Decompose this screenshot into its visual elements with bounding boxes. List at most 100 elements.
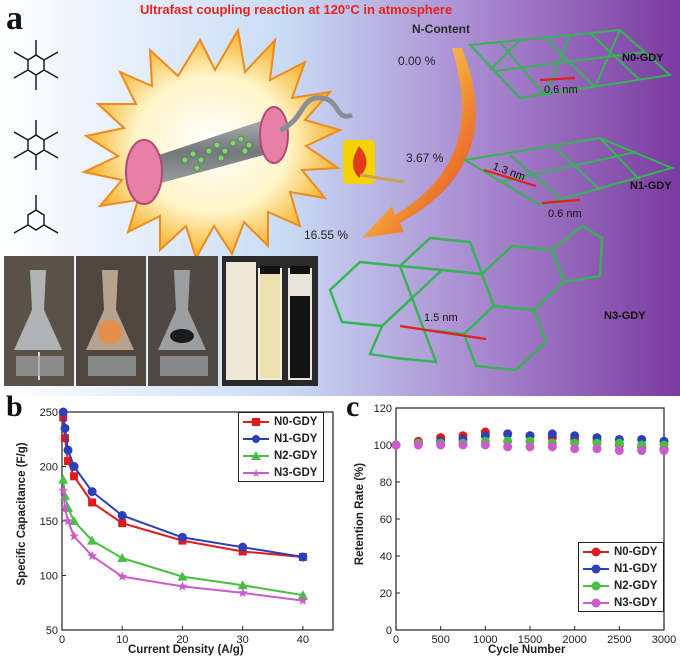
data-point (570, 431, 580, 441)
data-point (69, 516, 80, 525)
data-point (297, 590, 308, 600)
legend-swatch (243, 434, 269, 443)
data-point (659, 446, 669, 456)
data-point (87, 535, 98, 545)
data-point (614, 438, 624, 448)
x-tick-label: 0 (393, 634, 399, 646)
n-content-label: N-Content (412, 22, 470, 36)
data-point (391, 440, 401, 450)
data-point (458, 440, 468, 450)
legend-label: N2-GDY (614, 579, 658, 592)
y-tick-label: 150 (40, 516, 58, 528)
panel-letter-a: a (6, 0, 23, 37)
data-point (525, 442, 535, 452)
data-point (64, 457, 73, 466)
legend-label: N3-GDY (614, 596, 658, 609)
chart-b-legend: N0-GDY N1-GDY N2-GDY ★ N3-GDY (238, 412, 325, 482)
legend-label: N0-GDY (274, 415, 318, 428)
chart-b-xlabel: Current Density (A/g) (128, 644, 244, 656)
lattice-n3-gdy (328, 224, 604, 372)
data-point (60, 423, 70, 433)
y-tick-label: 40 (380, 551, 392, 563)
data-point (177, 581, 188, 591)
dimension-arrows (399, 76, 581, 341)
y-tick-label: 20 (380, 588, 392, 600)
legend-item-n1-gdy: N1-GDY (579, 560, 663, 577)
data-point (60, 502, 70, 513)
legend-swatch (243, 417, 269, 426)
legend-label: N1-GDY (614, 562, 658, 575)
chart-b-plot: 0 10 20 30 40 50 100 150 200 250 (40, 407, 334, 646)
monomer-structures (13, 40, 59, 234)
lattice-n1-gdy (462, 136, 676, 207)
lattice-n0-gdy (467, 28, 673, 100)
structure-label-n3: N3-GDY (604, 310, 646, 322)
data-point (436, 440, 446, 450)
data-point (592, 444, 602, 454)
legend-item-n3-gdy: N3-GDY (579, 594, 663, 611)
svg-text:★: ★ (251, 468, 261, 478)
data-point (61, 434, 70, 443)
data-point (238, 542, 248, 552)
x-tick-label: 500 (431, 634, 449, 646)
tube-molecules (181, 135, 253, 172)
legend-item-n1-gdy: N1-GDY (239, 430, 323, 447)
schematic-illustration (0, 0, 680, 396)
headline: Ultrafast coupling reaction at 120°C in … (140, 2, 453, 17)
y-tick-label: 100 (374, 440, 392, 452)
n-content-arrow (362, 48, 476, 238)
x-tick-label: 3000 (652, 634, 676, 646)
n-level-1: 3.67 % (406, 151, 444, 165)
x-tick-label: 1000 (473, 634, 497, 646)
y-tick-label: 120 (374, 403, 392, 415)
data-point (87, 487, 97, 497)
legend-label: N2-GDY (274, 449, 318, 462)
data-point (58, 474, 69, 484)
chart-c: 0 500 1000 1500 2000 2500 3000 0 20 40 60 80 100 120 (340, 396, 680, 663)
data-point (297, 595, 308, 605)
chart-b: 0 10 20 30 40 50 100 150 200 250 (0, 396, 340, 663)
y-tick-label: 60 (380, 514, 392, 526)
data-point (117, 511, 127, 521)
data-point (637, 446, 647, 456)
legend-item-n3-gdy: ★ N3-GDY (239, 464, 323, 481)
data-point (413, 440, 423, 450)
legend-swatch (583, 564, 609, 573)
data-point (177, 532, 187, 542)
data-point (177, 571, 188, 581)
dimension-label-n0: 0.6 nm (544, 84, 578, 96)
data-point (58, 485, 69, 495)
data-point (70, 472, 79, 481)
chart-c-plot: 0 500 1000 1500 2000 2500 3000 0 20 40 60 80 100 120 (374, 403, 677, 646)
x-tick-label: 0 (59, 634, 65, 646)
data-point (614, 446, 624, 456)
flame-icon (343, 140, 405, 184)
legend-swatch (243, 450, 269, 460)
data-point (118, 519, 127, 528)
data-point (547, 429, 557, 439)
structure-label-n0: N0-GDY (622, 52, 664, 64)
n-level-0: 0.00 % (398, 54, 436, 68)
y-tick-label: 200 (40, 462, 58, 474)
y-tick-label: 250 (40, 407, 58, 419)
data-point (480, 440, 490, 450)
flask-photos (4, 256, 318, 386)
data-point (547, 442, 557, 452)
legend-label: N3-GDY (274, 466, 318, 479)
data-point (88, 498, 97, 507)
y-tick-label: 50 (46, 625, 58, 637)
panel-a-schematic: a Ultrafast coupling reaction at 120°C i… (0, 0, 680, 396)
data-point (63, 515, 73, 526)
legend-swatch (583, 598, 609, 607)
dimension-label-n3: 1.5 nm (424, 312, 458, 324)
data-point (87, 550, 98, 561)
legend-item-n2-gdy: N2-GDY (239, 447, 323, 464)
legend-item-n0-gdy: N0-GDY (239, 413, 323, 430)
n-level-2: 16.55 % (304, 228, 349, 242)
legend-item-n2-gdy: N2-GDY (579, 577, 663, 594)
data-point (58, 407, 68, 417)
data-point (63, 445, 73, 455)
data-point (298, 552, 308, 562)
x-tick-label: 2000 (562, 634, 586, 646)
dimension-label-n1-small: 0.6 nm (548, 208, 582, 220)
